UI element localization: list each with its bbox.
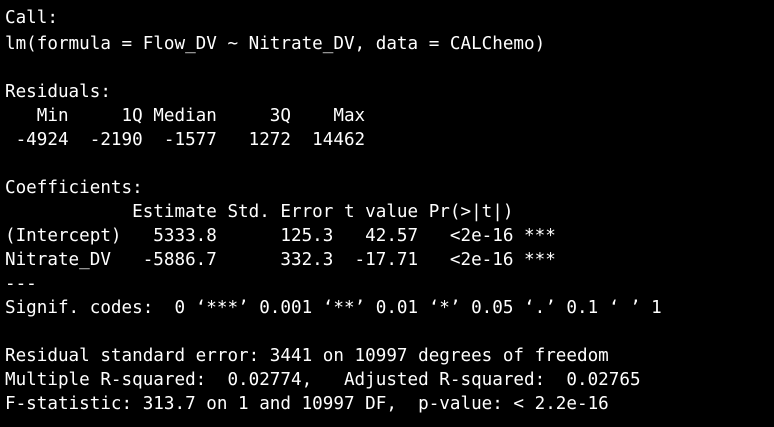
- call-formula: lm(formula = Flow_DV ~ Nitrate_DV, data …: [5, 34, 546, 54]
- residuals-labels: Min 1Q Median 3Q Max: [5, 106, 376, 126]
- separator-line: ---: [5, 274, 37, 294]
- call-header: Call:: [5, 8, 58, 28]
- coefficients-header: Coefficients:: [5, 178, 143, 198]
- residual-standard-error: Residual standard error: 3441 on 10997 d…: [5, 346, 609, 366]
- residuals-header: Residuals:: [5, 82, 111, 102]
- r-squared-line: Multiple R-squared: 0.02774, Adjusted R-…: [5, 370, 652, 390]
- residuals-values: -4924 -2190 -1577 1272 14462: [5, 130, 376, 150]
- coefficients-columns: Estimate Std. Error t value Pr(>|t|): [5, 202, 556, 222]
- coefficient-row-intercept: (Intercept) 5333.8 125.3 42.57 <2e-16 **…: [5, 226, 556, 246]
- signif-codes: Signif. codes: 0 ‘***’ 0.001 ‘**’ 0.01 ‘…: [5, 298, 662, 318]
- f-statistic-line: F-statistic: 313.7 on 1 and 10997 DF, p-…: [5, 394, 609, 414]
- coefficient-row-nitrate: Nitrate_DV -5886.7 332.3 -17.71 <2e-16 *…: [5, 250, 556, 270]
